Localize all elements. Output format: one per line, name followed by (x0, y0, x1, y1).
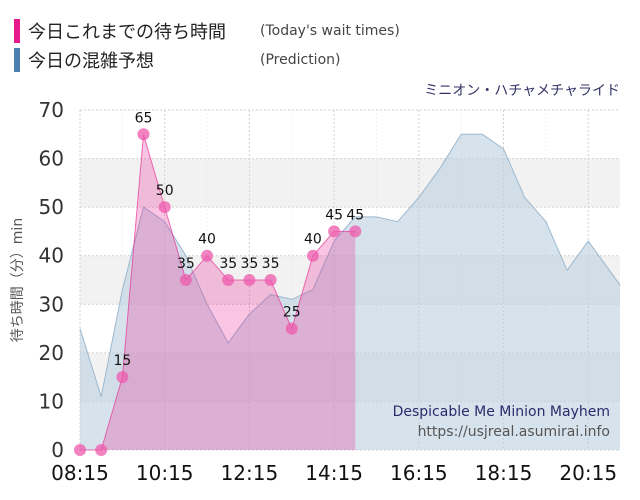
today-point (116, 371, 129, 384)
y-tick-label: 30 (39, 292, 64, 316)
today-data-label: 25 (283, 305, 301, 321)
band (80, 110, 620, 159)
x-tick-label: 08:15 (51, 461, 109, 485)
today-point (74, 444, 86, 456)
y-tick-label: 50 (39, 195, 64, 219)
legend-prediction-swatch (14, 48, 20, 72)
today-point (306, 249, 319, 262)
legend-prediction-label: 今日の混雑予想 (28, 51, 154, 72)
y-tick-label: 60 (39, 147, 64, 171)
today-point (243, 274, 256, 286)
x-tick-label: 10:15 (136, 461, 194, 485)
legend-today-sub: (Today's wait times) (260, 23, 400, 39)
today-data-label: 40 (304, 232, 322, 248)
today-data-label: 50 (156, 183, 174, 199)
x-tick-label: 12:15 (221, 461, 279, 485)
today-point (201, 249, 214, 262)
legend-today-swatch (14, 19, 20, 43)
x-tick-label: 16:15 (390, 461, 448, 485)
y-tick-label: 40 (39, 244, 64, 268)
legend-today-label: 今日これまでの待ち時間 (28, 22, 226, 43)
today-data-label: 65 (135, 110, 153, 126)
attraction-name-jp: ミニオン・ハチャメチャライド (424, 83, 620, 99)
today-data-label: 40 (198, 232, 216, 248)
x-tick-label: 20:15 (559, 461, 617, 485)
x-tick-label: 18:15 (475, 461, 533, 485)
y-axis-label: 待ち時間（分）min (10, 218, 26, 342)
today-point (349, 225, 362, 238)
today-data-label: 35 (240, 256, 258, 272)
today-point (158, 201, 171, 214)
today-point (95, 444, 108, 456)
y-tick-label: 0 (51, 438, 64, 462)
x-axis: 08:15 10:15 12:15 14:15 16:15 18:15 20:15 (51, 461, 617, 485)
today-point (285, 322, 298, 335)
band (80, 158, 620, 208)
today-data-label: 35 (262, 256, 280, 272)
today-data-label: 15 (113, 353, 131, 369)
today-point (328, 225, 341, 238)
source-url: https://usjreal.asumirai.info (418, 424, 610, 440)
today-line (80, 134, 356, 451)
y-tick-label: 70 (39, 98, 64, 122)
today-data-label: 45 (346, 207, 364, 223)
x-tick-label: 14:15 (305, 461, 363, 485)
prediction-area (80, 134, 620, 451)
today-area (80, 134, 356, 451)
attraction-name-en: Despicable Me Minion Mayhem (393, 404, 610, 420)
y-tick-label: 20 (39, 341, 64, 365)
legend-prediction: 今日の混雑予想 (Prediction) (14, 47, 340, 73)
today-point (222, 274, 235, 286)
today-data-label: 45 (325, 207, 343, 223)
legend-prediction-sub: (Prediction) (260, 52, 341, 68)
today-point (137, 128, 150, 141)
y-tick-label: 10 (39, 389, 64, 413)
today-point (264, 274, 277, 286)
today-data-label: 35 (177, 256, 195, 272)
today-point (179, 274, 192, 286)
y-axis: 0 10 20 30 40 50 60 70 (39, 98, 64, 462)
legend-today: 今日これまでの待ち時間 (Today's wait times) (14, 18, 400, 44)
today-data-label: 35 (219, 256, 237, 272)
